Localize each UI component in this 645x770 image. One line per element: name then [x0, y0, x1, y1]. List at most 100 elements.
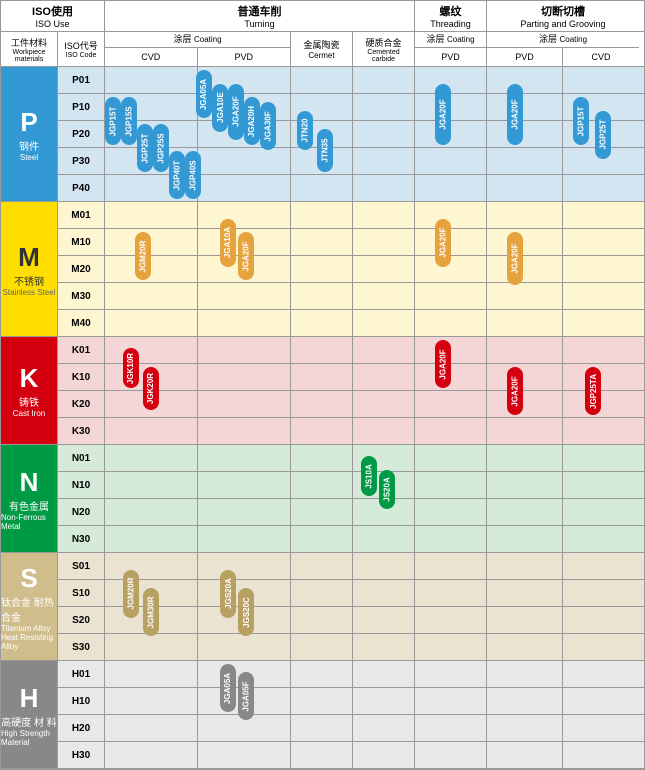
- data-cell-thr: [415, 553, 487, 579]
- data-cell-pgc: [563, 121, 639, 147]
- iso-code-cell: P30: [58, 148, 105, 174]
- group-letter: K: [20, 363, 39, 394]
- group-cn: 钛合金 耐热合金: [1, 594, 57, 624]
- data-cell-cer: [291, 67, 353, 93]
- iso-code-cell: K10: [58, 364, 105, 390]
- data-cell-cer: [291, 526, 353, 552]
- data-cell-thr: [415, 472, 487, 498]
- iso-code-cell: S30: [58, 634, 105, 660]
- data-cell-pgp: [487, 418, 563, 444]
- table-row: M30: [58, 283, 644, 310]
- data-cell-pvd: [198, 337, 291, 363]
- data-cell-cvd: [105, 337, 198, 363]
- group-letter: M: [18, 242, 40, 273]
- data-cell-pgc: [563, 94, 639, 120]
- hdr-turning-cn: 普通车削: [107, 3, 412, 19]
- group-cn: 高硬度 材 料: [1, 714, 57, 729]
- table-row: P20: [58, 121, 644, 148]
- data-cell-cc: [353, 715, 415, 741]
- data-cell-thr: [415, 202, 487, 228]
- hdr-threading-cn: 螺纹: [417, 3, 484, 19]
- data-cell-pgp: [487, 526, 563, 552]
- data-cell-pvd: [198, 67, 291, 93]
- iso-code-cell: H01: [58, 661, 105, 687]
- group-label-P: P钢件Steel: [1, 67, 58, 202]
- data-cell-cvd: [105, 202, 198, 228]
- iso-code-cell: S10: [58, 580, 105, 606]
- hdr-coating1-en: Coating: [194, 35, 222, 44]
- data-cell-cer: [291, 175, 353, 201]
- hdr-turning-en: Turning: [107, 19, 412, 29]
- data-cell-pvd: [198, 202, 291, 228]
- data-cell-pgc: [563, 229, 639, 255]
- data-cell-cvd: [105, 580, 198, 606]
- data-cell-cvd: [105, 256, 198, 282]
- hdr-isocode-cn: ISO代号: [60, 39, 102, 52]
- iso-code-cell: N20: [58, 499, 105, 525]
- group-label-K: K铸铁Cast Iron: [1, 337, 58, 445]
- data-cell-cer: [291, 391, 353, 417]
- data-cell-cc: [353, 580, 415, 606]
- group-letter: P: [20, 107, 37, 138]
- table-row: M01: [58, 202, 644, 229]
- table-row: K30: [58, 418, 644, 445]
- data-cell-pgp: [487, 553, 563, 579]
- table-row: P30: [58, 148, 644, 175]
- group-letter: N: [20, 467, 39, 498]
- group-en: Non-Ferrous Metal: [1, 513, 57, 531]
- rows-N: N01N10N20N30JS10AJS20A: [58, 445, 644, 553]
- data-cell-cer: [291, 418, 353, 444]
- data-cell-pgp: [487, 148, 563, 174]
- data-cell-cvd: [105, 607, 198, 633]
- data-cell-pgc: [563, 364, 639, 390]
- data-cell-pvd: [198, 553, 291, 579]
- data-cell-pgc: [563, 256, 639, 282]
- data-cell-pvd: [198, 310, 291, 336]
- hdr-coating2-cn: 涂层: [426, 34, 444, 44]
- data-cell-cer: [291, 445, 353, 471]
- data-cell-cer: [291, 337, 353, 363]
- group-en: Cast Iron: [13, 409, 45, 418]
- data-cell-pvd: [198, 418, 291, 444]
- data-cell-pgc: [563, 607, 639, 633]
- data-cell-cc: [353, 661, 415, 687]
- iso-code-cell: N30: [58, 526, 105, 552]
- group-S: S钛合金 耐热合金Titanium Alloy Heat Resisting A…: [1, 553, 644, 661]
- group-letter: H: [20, 683, 39, 714]
- data-cell-pgp: [487, 310, 563, 336]
- group-label-H: H高硬度 材 料High Strength Material: [1, 661, 58, 769]
- hdr-cermet-cn: 金属陶瓷: [293, 38, 350, 51]
- hdr-parting-cn: 切断切槽: [489, 3, 637, 19]
- data-cell-pvd: [198, 94, 291, 120]
- data-cell-pgp: [487, 121, 563, 147]
- data-cell-cc: [353, 202, 415, 228]
- data-cell-pgp: [487, 283, 563, 309]
- table-row: S20: [58, 607, 644, 634]
- data-cell-cvd: [105, 310, 198, 336]
- data-cell-thr: [415, 229, 487, 255]
- data-cell-pvd: [198, 175, 291, 201]
- hdr-cvd1: CVD: [105, 48, 198, 66]
- data-cell-cvd: [105, 715, 198, 741]
- data-cell-cc: [353, 526, 415, 552]
- data-cell-cvd: [105, 472, 198, 498]
- data-cell-cvd: [105, 742, 198, 768]
- data-cell-cer: [291, 715, 353, 741]
- rows-M: M01M10M20M30M40JGM20RJGA10AJGA20FJGA20FJ…: [58, 202, 644, 337]
- data-cell-cer: [291, 661, 353, 687]
- table-row: P10: [58, 94, 644, 121]
- iso-code-cell: P40: [58, 175, 105, 201]
- material-grade-chart: ISO使用ISO Use 普通车削Turning 螺纹Threading 切断切…: [0, 0, 645, 770]
- data-cell-cer: [291, 364, 353, 390]
- table-row: H20: [58, 715, 644, 742]
- data-cell-pgc: [563, 580, 639, 606]
- data-cell-cvd: [105, 445, 198, 471]
- data-cell-cvd: [105, 283, 198, 309]
- rows-K: K01K10K20K30JGK10RJGK20RJGA20FJGA20FJGP2…: [58, 337, 644, 445]
- hdr-pvd1: PVD: [198, 48, 291, 66]
- data-cell-cer: [291, 499, 353, 525]
- data-cell-pvd: [198, 526, 291, 552]
- data-cell-thr: [415, 391, 487, 417]
- header-row-2: 工件材料Workpiece materials ISO代号ISO Code 涂层…: [1, 32, 644, 67]
- iso-code-cell: M20: [58, 256, 105, 282]
